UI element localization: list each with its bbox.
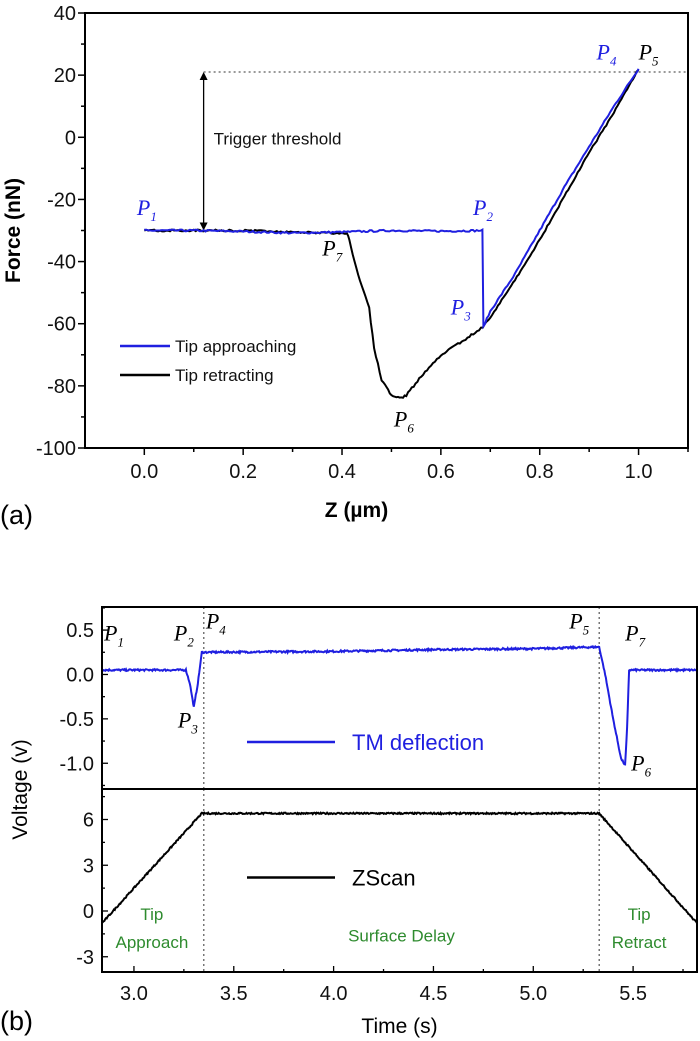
arrow-head-down-icon xyxy=(199,222,208,231)
arrow-head-up-icon xyxy=(199,72,208,81)
point-label: P6 xyxy=(630,750,651,779)
y-tick-label: -0.5 xyxy=(60,709,94,731)
point-label: P5 xyxy=(638,40,659,69)
point-label: P1 xyxy=(136,195,157,224)
point-label: P4 xyxy=(596,40,617,69)
point-label: P6 xyxy=(393,406,414,435)
point-label-subscript: 3 xyxy=(463,308,471,323)
x-tick-label: 0.6 xyxy=(427,461,455,483)
x-tick-label: 0.0 xyxy=(130,461,158,483)
y-tick-label: 0.5 xyxy=(66,620,94,642)
point-label: P2 xyxy=(472,195,493,224)
y-tick-label: -80 xyxy=(47,376,76,398)
y-tick-label: 0 xyxy=(83,901,94,923)
y-tick-label: 0 xyxy=(65,127,76,149)
point-label-subscript: 2 xyxy=(486,209,493,224)
point-label-subscript: 4 xyxy=(610,54,617,69)
series-line-retracting xyxy=(143,69,640,399)
phase-label: Tip xyxy=(628,905,651,924)
y-tick-label: -60 xyxy=(47,314,76,336)
point-label: P7 xyxy=(321,235,342,264)
chart-a: Trigger threshold 0.0 0.2 0.4 0.6 0.8 1.0 40 20 0… xyxy=(0,3,689,530)
x-tick-label: 1.0 xyxy=(625,461,653,483)
legend-label: Tip retracting xyxy=(175,366,274,385)
y-tick-label: -100 xyxy=(36,438,76,460)
point-label: P3 xyxy=(177,708,198,737)
phase-label: Surface Delay xyxy=(348,927,455,946)
series-line-tm-deflection xyxy=(101,644,698,766)
plot-frame xyxy=(101,788,698,973)
phase-label: Tip xyxy=(140,905,163,924)
x-tick-label: 4.0 xyxy=(320,983,348,1005)
x-tick-label: 3.0 xyxy=(120,983,148,1005)
x-tick-label: 5.0 xyxy=(519,983,547,1005)
point-label-subscript: 1 xyxy=(117,635,124,650)
point-label-subscript: 6 xyxy=(645,764,652,779)
y-tick-label: 3 xyxy=(83,855,94,877)
x-axis-title: Z (µm) xyxy=(325,499,388,522)
point-label-subscript: 3 xyxy=(190,722,198,737)
x-tick-label: 0.8 xyxy=(526,461,554,483)
y-tick-label: -3 xyxy=(76,947,94,969)
panel-label-a: (a) xyxy=(0,500,33,530)
x-tick-label: 0.2 xyxy=(229,461,257,483)
legend-label: TM deflection xyxy=(352,730,484,755)
legend-label: ZScan xyxy=(352,865,416,890)
chart-b: TM deflection 0.5 0.0 -0.5 -1.0 P1 P2 P3 P4 P5 P7 P… xyxy=(0,606,698,1038)
legend-label: Tip approaching xyxy=(175,337,296,356)
point-label-subscript: 4 xyxy=(219,622,226,637)
y-tick-label: -1.0 xyxy=(60,753,94,775)
point-label: P2 xyxy=(173,621,194,650)
y-tick-label: 0.0 xyxy=(66,664,94,686)
point-label-subscript: 1 xyxy=(150,209,157,224)
x-tick-label: 5.5 xyxy=(619,983,647,1005)
y-tick-label: 6 xyxy=(83,810,94,832)
x-tick-label: 4.5 xyxy=(420,983,448,1005)
point-label: P3 xyxy=(450,294,471,323)
y-tick-label: 40 xyxy=(54,3,76,25)
point-label: P4 xyxy=(205,608,226,637)
point-label-subscript: 7 xyxy=(336,249,343,264)
point-label-subscript: 5 xyxy=(583,622,590,637)
y-axis-title: Force (nN) xyxy=(2,178,25,283)
y-tick-label: 20 xyxy=(54,65,76,87)
point-label: P7 xyxy=(624,621,645,650)
y-tick-label: -20 xyxy=(47,189,76,211)
y-axis-title: Voltage (v) xyxy=(9,739,32,839)
point-label-subscript: 5 xyxy=(652,54,659,69)
point-label: P1 xyxy=(103,621,124,650)
phase-label: Approach xyxy=(116,933,189,952)
x-axis-title: Time (s) xyxy=(361,1015,437,1038)
x-tick-label: 0.4 xyxy=(328,461,356,483)
point-label-subscript: 7 xyxy=(639,635,646,650)
point-label: P5 xyxy=(568,608,589,637)
point-label-subscript: 6 xyxy=(407,420,414,435)
series-line-approaching xyxy=(144,68,640,330)
deflection-panel: TM deflection 0.5 0.0 -0.5 -1.0 P1 P2 P3 P4 P5 P7 P… xyxy=(60,606,698,790)
zscan-panel: ZScan 6 3 0 -3 Tip Approach Surface Delay Tip Ret… xyxy=(76,788,698,973)
phase-label: Retract xyxy=(612,933,667,952)
panel-label-b: (b) xyxy=(0,1006,33,1036)
series-line-zscan xyxy=(101,810,698,924)
y-tick-label: -40 xyxy=(47,252,76,274)
threshold-label: Trigger threshold xyxy=(214,129,342,148)
point-label-subscript: 2 xyxy=(187,635,194,650)
x-tick-label: 3.5 xyxy=(220,983,248,1005)
